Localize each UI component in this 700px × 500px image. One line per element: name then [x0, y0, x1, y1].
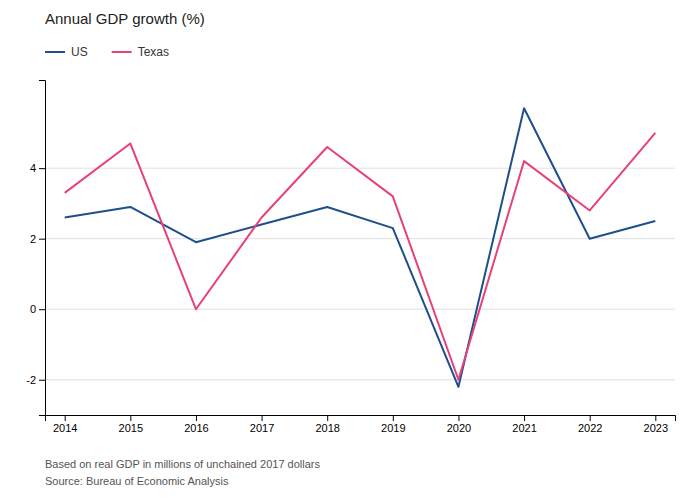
x-tick: 2023	[644, 415, 668, 434]
legend-label: Texas	[138, 45, 169, 59]
x-tick-label: 2023	[644, 422, 668, 434]
legend-swatch	[112, 51, 132, 53]
y-tick: 0	[30, 303, 45, 315]
line	[65, 133, 656, 380]
x-axis: 2014 2015 2016 2017 2018 2019 2020 2021 2022 2023	[46, 415, 676, 434]
y-tick-label: 4	[30, 162, 36, 174]
x-tick-label: 2020	[447, 422, 471, 434]
y-tick-mark	[39, 309, 45, 310]
x-tick: 2018	[315, 415, 339, 434]
legend-swatch	[45, 51, 65, 53]
x-tick-label: 2018	[315, 422, 339, 434]
y-tick: -2	[26, 374, 45, 386]
lines	[65, 108, 656, 387]
x-tick: 2014	[53, 415, 77, 434]
x-axis-line	[46, 416, 676, 422]
x-tick-label: 2015	[119, 422, 143, 434]
legend-item: Texas	[112, 45, 169, 59]
y-tick-label: 2	[30, 233, 36, 245]
x-tick-mark	[130, 415, 131, 421]
footnote: Based on real GDP in millions of unchain…	[45, 458, 320, 470]
y-axis-line	[39, 81, 46, 416]
x-tick-mark	[458, 415, 459, 421]
y-tick-label: 0	[30, 303, 36, 315]
x-tick-mark	[262, 415, 263, 421]
x-tick: 2019	[381, 415, 405, 434]
x-tick: 2016	[184, 415, 208, 434]
x-tick: 2022	[578, 415, 602, 434]
footnote: Source: Bureau of Economic Analysis	[45, 475, 229, 487]
x-tick: 2020	[447, 415, 471, 434]
y-tick-mark	[39, 239, 45, 240]
x-tick-mark	[327, 415, 328, 421]
y-tick-mark	[39, 380, 45, 381]
x-tick-mark	[524, 415, 525, 421]
x-tick-label: 2022	[578, 422, 602, 434]
x-tick-mark	[655, 415, 656, 421]
y-tick: 2	[30, 233, 45, 245]
x-tick-label: 2021	[512, 422, 536, 434]
grid	[45, 168, 675, 380]
grid-line	[45, 379, 675, 380]
x-tick-mark	[393, 415, 394, 421]
x-tick-mark	[590, 415, 591, 421]
grid-line	[45, 238, 675, 239]
x-tick: 2021	[512, 415, 536, 434]
x-tick-mark	[65, 415, 66, 421]
line	[65, 108, 656, 387]
x-tick: 2015	[119, 415, 143, 434]
legend-item: US	[45, 45, 88, 59]
y-tick-mark	[39, 168, 45, 169]
x-tick: 2017	[250, 415, 274, 434]
legend: US Texas	[45, 45, 169, 59]
legend-label: US	[71, 45, 88, 59]
y-axis: -2 0 2 4	[26, 81, 45, 416]
grid-line	[45, 309, 675, 310]
plot: 2014 2015 2016 2017 2018 2019 2020 2021 2022 2023…	[26, 81, 675, 434]
x-tick-mark	[196, 415, 197, 421]
x-tick-label: 2019	[381, 422, 405, 434]
y-tick-label: -2	[26, 374, 36, 386]
x-tick-label: 2014	[53, 422, 77, 434]
x-tick-label: 2016	[184, 422, 208, 434]
x-tick-label: 2017	[250, 422, 274, 434]
title: Annual GDP growth (%)	[45, 10, 205, 27]
chart: 2014 2015 2016 2017 2018 2019 2020 2021 2022 2023…	[0, 0, 700, 500]
y-tick: 4	[30, 162, 45, 174]
